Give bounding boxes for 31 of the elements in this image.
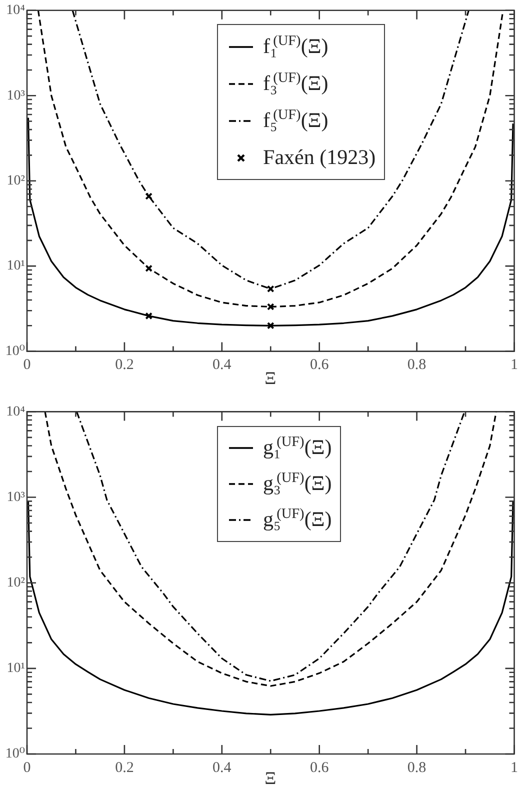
y-tick-label: 10³ bbox=[6, 88, 25, 104]
x-tick-label: 0.4 bbox=[212, 760, 232, 776]
y-tick-label: 10³ bbox=[6, 490, 25, 505]
x-tick-label: 0.6 bbox=[310, 357, 330, 374]
y-tick-label: 10² bbox=[6, 174, 25, 189]
legend-label: f₃$^{(UF)}$(Ξ) bbox=[263, 70, 328, 96]
x-tick-label: 0 bbox=[23, 760, 31, 776]
y-tick-label: 10² bbox=[6, 576, 25, 591]
x-tick-label: 0.4 bbox=[212, 357, 232, 374]
x-tick-label: 0.8 bbox=[407, 760, 426, 776]
legend-label: Faxén (1923) bbox=[263, 145, 376, 170]
legend-label: g₃$^{(UF)}$(Ξ) bbox=[263, 470, 332, 496]
y-tick-label: 10⁴ bbox=[6, 404, 26, 420]
y-tick-label: 10⁰ bbox=[5, 344, 26, 359]
x-tick-label: 0.2 bbox=[115, 760, 134, 776]
x-tick-label: 0 bbox=[23, 357, 31, 374]
x-tick-label: 0.2 bbox=[115, 357, 134, 374]
legend-label: g₁$^{(UF)}$(Ξ) bbox=[263, 434, 332, 460]
y-tick-label: 10⁴ bbox=[6, 3, 26, 18]
legend-label: f₁$^{(UF)}$(Ξ) bbox=[263, 32, 328, 60]
legend-label: f₅$^{(UF)}$(Ξ) bbox=[263, 106, 328, 134]
x-tick-label: 1 bbox=[510, 357, 518, 374]
x-axis-title: Ξ bbox=[264, 768, 276, 788]
y-tick-label: 10¹ bbox=[6, 661, 25, 676]
y-tick-label: 10⁰ bbox=[5, 746, 26, 762]
legend-label: g₅$^{(UF)}$(Ξ) bbox=[263, 506, 332, 532]
x-tick-label: 0.6 bbox=[310, 760, 330, 776]
y-tick-label: 10¹ bbox=[6, 258, 25, 274]
x-tick-label: 1 bbox=[510, 760, 518, 776]
x-axis-title: Ξ bbox=[264, 368, 276, 388]
x-tick-label: 0.8 bbox=[407, 357, 426, 374]
